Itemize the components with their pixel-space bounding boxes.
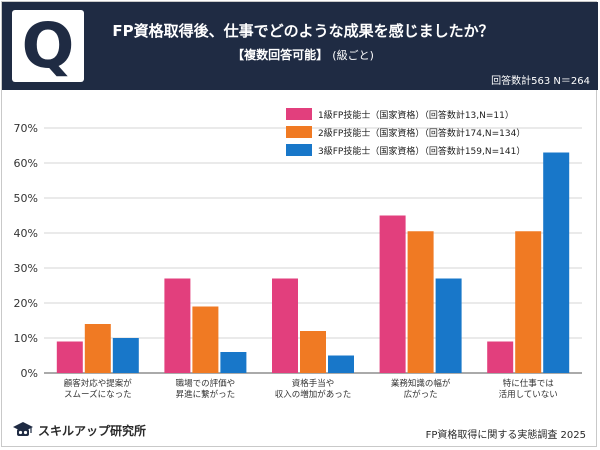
bar xyxy=(192,306,219,373)
x-tick-label: 昇進に繋がった xyxy=(176,389,236,400)
brand-logo: スキルアップ研究所 xyxy=(12,420,146,440)
legend-swatch xyxy=(286,126,312,138)
y-tick-label: 40% xyxy=(14,227,38,240)
bar xyxy=(220,352,247,373)
y-tick-label: 70% xyxy=(14,122,38,135)
y-tick-label: 60% xyxy=(14,157,38,170)
chart-title: FP資格取得後、仕事でどのような成果を感じましたか？ xyxy=(112,22,494,40)
bar xyxy=(56,341,83,373)
x-tick-label: 活用していない xyxy=(499,389,558,400)
x-tick-label: 収入の増加があった xyxy=(275,389,352,400)
bar xyxy=(515,231,542,373)
x-tick-label: 資格手当や xyxy=(292,378,335,389)
bar xyxy=(543,152,570,373)
bar xyxy=(112,338,139,373)
graduation-cap-icon xyxy=(13,422,33,436)
x-tick-label: 職場での評価や xyxy=(176,378,236,389)
x-tick-label: 業務知識の幅が xyxy=(391,378,451,389)
subtitle-main: 【複数回答可能】 xyxy=(232,48,329,62)
header-banner: Q FP資格取得後、仕事でどのような成果を感じましたか？ 【複数回答可能】 (級… xyxy=(2,2,598,90)
bar xyxy=(84,324,111,373)
chart-subtitle: 【複数回答可能】 (級ごと) xyxy=(88,46,518,63)
x-tick-label: 広がった xyxy=(404,389,438,400)
bar xyxy=(379,215,406,373)
x-tick-label: 特に仕事では xyxy=(503,378,555,389)
y-tick-label: 10% xyxy=(14,332,38,345)
y-tick-label: 30% xyxy=(14,262,38,275)
y-tick-label: 50% xyxy=(14,192,38,205)
bar xyxy=(164,278,191,373)
bar xyxy=(487,341,514,373)
bar xyxy=(300,331,326,373)
legend-label: 2級FP技能士（国家資格）（回答数計174,N=134） xyxy=(318,127,525,139)
legend-label: 3級FP技能士（国家資格）（回答数計159,N=141） xyxy=(318,145,525,157)
brand-name: スキルアップ研究所 xyxy=(38,423,147,438)
response-count: 回答数計563 N＝264 xyxy=(491,76,590,87)
legend-swatch xyxy=(286,108,312,120)
x-tick-label: 顧客対応や提案が xyxy=(64,378,133,389)
legend-swatch xyxy=(286,144,312,156)
bar xyxy=(435,278,462,373)
x-tick-label: スムーズになった xyxy=(64,389,132,400)
bar xyxy=(328,355,354,373)
q-badge-icon: Q xyxy=(12,10,84,82)
y-tick-label: 0% xyxy=(21,367,38,380)
q-label: Q xyxy=(21,9,75,82)
subtitle-note: (級ごと) xyxy=(332,49,374,62)
bar xyxy=(272,278,298,373)
y-tick-label: 20% xyxy=(14,297,38,310)
survey-source: FP資格取得に関する実態調査 2025 xyxy=(425,430,586,441)
bar xyxy=(407,231,434,373)
legend-label: 1級FP技能士（国家資格）（回答数計13,N=11） xyxy=(318,109,514,121)
